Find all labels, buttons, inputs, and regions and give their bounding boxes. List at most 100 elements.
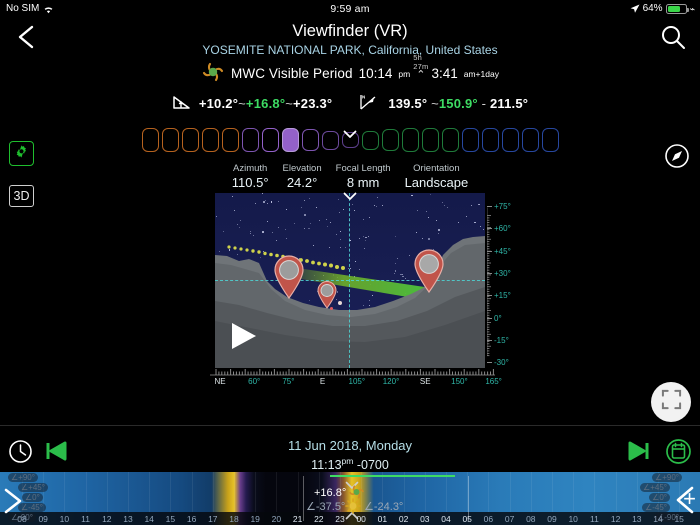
star	[254, 202, 256, 204]
swatch-15[interactable]	[441, 128, 459, 152]
clock-button[interactable]	[8, 439, 33, 464]
azimuth-angle-group[interactable]: N 139.5° ~150.9° - 211.5°	[358, 93, 528, 114]
tilde-2: ~	[285, 96, 294, 111]
swatch-14[interactable]	[421, 128, 439, 152]
azimuth-tick: E	[319, 377, 326, 386]
swatch-0[interactable]	[141, 128, 159, 152]
swatch-13[interactable]	[401, 128, 419, 152]
date-time-bar[interactable]: 11 Jun 2018, Monday 11:13pm -0700	[0, 430, 700, 472]
swatch-20[interactable]	[541, 128, 559, 152]
calendar-button[interactable]	[665, 438, 692, 465]
time-swatch-strip[interactable]	[0, 128, 700, 152]
timeline-bottom-chevron[interactable]	[345, 507, 359, 525]
timeline-strip[interactable]: ∠+90° ∠+45° ∠0° ∠-45° ∠-90° ∠+90° ∠+45° ∠0° ∠-4…	[0, 472, 700, 525]
timeline-elevation-label: ∠-45°	[642, 503, 670, 512]
swatch-10[interactable]	[341, 131, 359, 149]
star	[477, 204, 479, 206]
time-value: 11:13	[311, 458, 342, 473]
plus-icon[interactable]: +	[683, 486, 696, 511]
previous-step-button[interactable]	[45, 441, 67, 466]
star	[426, 210, 427, 212]
star	[430, 194, 431, 196]
timeline-gridline	[64, 472, 66, 512]
elevation-angle-group[interactable]: +10.2°~+16.8°~+23.3°	[172, 94, 332, 113]
star	[329, 246, 330, 248]
star	[354, 261, 356, 263]
timeline-hour: 10	[568, 514, 578, 524]
viewfinder-canvas[interactable]	[215, 193, 485, 368]
swatch-chevron[interactable]	[0, 126, 700, 144]
swatch-17[interactable]	[481, 128, 499, 152]
azimuth-ruler	[210, 369, 495, 376]
star	[340, 246, 342, 248]
pin-small-center[interactable]	[316, 281, 338, 314]
param-azimuth[interactable]: Azimuth 110.5°	[225, 163, 276, 190]
star	[228, 249, 230, 251]
star	[441, 201, 443, 203]
timeline-gridline	[615, 472, 617, 512]
fullscreen-button[interactable]	[651, 382, 691, 422]
swatch-18[interactable]	[501, 128, 519, 152]
timeline-gridline	[636, 472, 638, 512]
viewfinder-chevron[interactable]	[0, 188, 700, 206]
swatch-9[interactable]	[321, 130, 339, 150]
elevation-tick: +75°	[487, 202, 511, 211]
swatch-6[interactable]	[261, 128, 279, 152]
compass-button[interactable]	[663, 142, 691, 170]
timeline-sun-elevation-left: ∠-37.5°	[306, 501, 346, 513]
next-step-button[interactable]	[628, 441, 650, 466]
star	[316, 290, 318, 292]
star	[447, 206, 449, 208]
charging-icon: ⌁	[689, 4, 695, 14]
swatch-16[interactable]	[461, 128, 479, 152]
horizon-line	[215, 280, 485, 281]
dash-1: -	[481, 96, 487, 111]
swatch-3[interactable]	[201, 128, 219, 152]
timeline-gridline	[552, 472, 553, 512]
swatch-7[interactable]	[281, 128, 299, 152]
swatch-12[interactable]	[381, 129, 399, 151]
viewfinder-panel[interactable]	[215, 193, 485, 368]
star	[303, 199, 305, 201]
mwc-visible-period-row[interactable]: MWC Visible Period 10:14 pm 5h 27m ⌃ 3:4…	[0, 53, 700, 86]
swatch-19[interactable]	[521, 128, 539, 152]
star	[267, 220, 268, 222]
timeline-elevation-label: ∠+90°	[652, 473, 682, 482]
status-right: 64% ⌁	[630, 0, 695, 18]
swatch-5[interactable]	[241, 128, 259, 152]
azimuth-tick: 150°	[451, 377, 468, 386]
azimuth-tick: 105°	[348, 377, 366, 386]
param-elevation[interactable]: Elevation 24.2°	[276, 163, 329, 190]
search-button[interactable]	[658, 22, 688, 52]
swatch-2[interactable]	[181, 128, 199, 152]
timeline-gridline	[658, 472, 659, 512]
timeline-gridline	[191, 472, 193, 512]
timeline-gridline	[573, 472, 575, 512]
swatch-1[interactable]	[161, 128, 179, 152]
center-meridian-line	[349, 193, 350, 368]
param-value: 8 mm	[346, 175, 380, 190]
expand-left-icon[interactable]	[2, 486, 28, 521]
timeline-top-chevron[interactable]	[345, 477, 359, 495]
timeline-hour: 09	[547, 514, 557, 524]
pin-large-left[interactable]	[272, 255, 306, 304]
swatch-4[interactable]	[221, 128, 239, 152]
param-focal-length[interactable]: Focal Length 8 mm	[329, 163, 398, 190]
night-end-marker	[468, 476, 469, 521]
location-subtitle: YOSEMITE NATIONAL PARK, California, Unit…	[202, 43, 498, 57]
expand-right-icon[interactable]	[672, 484, 698, 521]
pin-large-right[interactable]	[412, 249, 446, 298]
star	[336, 291, 338, 293]
timeline-hour: 16	[186, 514, 197, 524]
play-button[interactable]	[227, 321, 261, 356]
three-d-toggle-button[interactable]: 3D	[9, 185, 34, 207]
param-orientation[interactable]: Orientation Landscape	[398, 163, 476, 190]
swatch-8[interactable]	[301, 129, 319, 151]
timeline-readout-milkyway: +16.8°	[314, 487, 346, 499]
star	[309, 223, 312, 225]
star	[261, 193, 263, 195]
back-button[interactable]	[10, 22, 44, 52]
swatch-11[interactable]	[361, 130, 379, 150]
timeline-hour: 21	[292, 514, 303, 524]
settings-button[interactable]	[9, 141, 34, 166]
